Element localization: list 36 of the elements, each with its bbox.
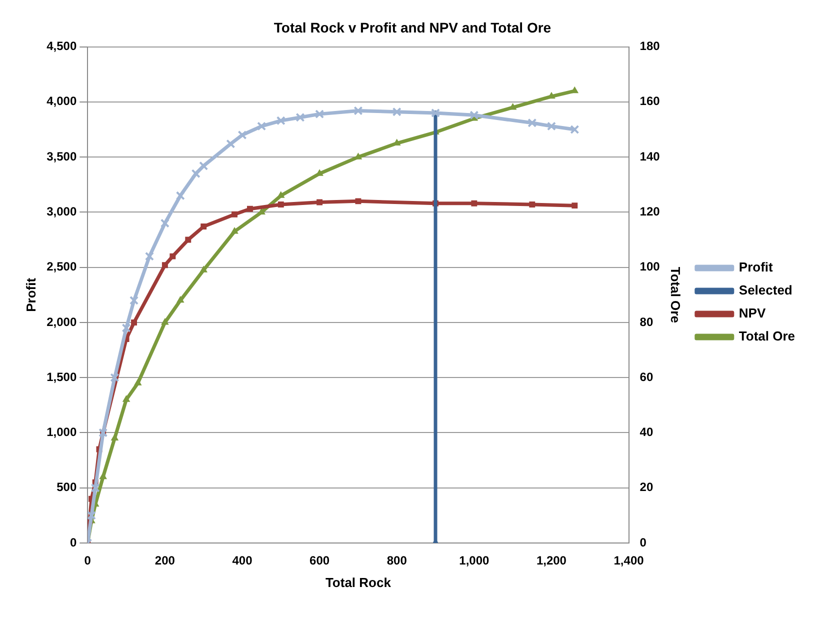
y-tick-label: 3,500 [46,149,77,164]
y2-tick-label: 60 [640,370,654,384]
x-tick-label: 0 [84,554,92,568]
y-tick-label: 500 [56,480,77,494]
y-axis-title: Profit [23,277,38,312]
y-tick-label: 0 [70,535,77,550]
x-axis-title: Total Rock [325,574,392,590]
y2-tick-label: 80 [640,314,654,329]
chart-title: Total Rock v Profit and NPV and Total Ore [274,19,552,36]
y-tick-label: 4,500 [46,39,77,54]
legend-label: Selected [738,282,792,298]
legend-label: Total Ore [738,328,796,344]
x-tick-label: 400 [232,554,253,568]
legend-label: Profit [738,260,774,275]
legend-label: NPV [738,306,766,321]
y2-tick-label: 180 [640,39,660,54]
y2-tick-label: 40 [640,425,654,440]
y-tick-label: 1,000 [46,425,77,440]
y-tick-label: 3,000 [46,204,77,219]
y2-tick-label: 120 [640,204,660,219]
x-tick-label: 1,000 [459,554,490,568]
x-tick-label: 600 [310,554,330,568]
y2-tick-label: 160 [640,94,660,108]
y-tick-label: 1,500 [46,370,77,384]
y2-tick-label: 100 [640,260,660,274]
y2-axis-title: Total Ore [668,266,684,323]
x-tick-label: 800 [386,554,408,568]
y2-tick-label: 140 [640,149,660,164]
x-tick-label: 1,400 [614,554,644,568]
y-tick-label: 4,000 [46,94,77,108]
y-tick-label: 2,000 [46,314,77,329]
y-tick-label: 2,500 [46,260,77,274]
y2-tick-label: 20 [640,480,654,494]
x-tick-label: 1,200 [536,554,567,568]
x-tick-label: 200 [154,554,176,568]
y2-tick-label: 0 [640,535,647,550]
